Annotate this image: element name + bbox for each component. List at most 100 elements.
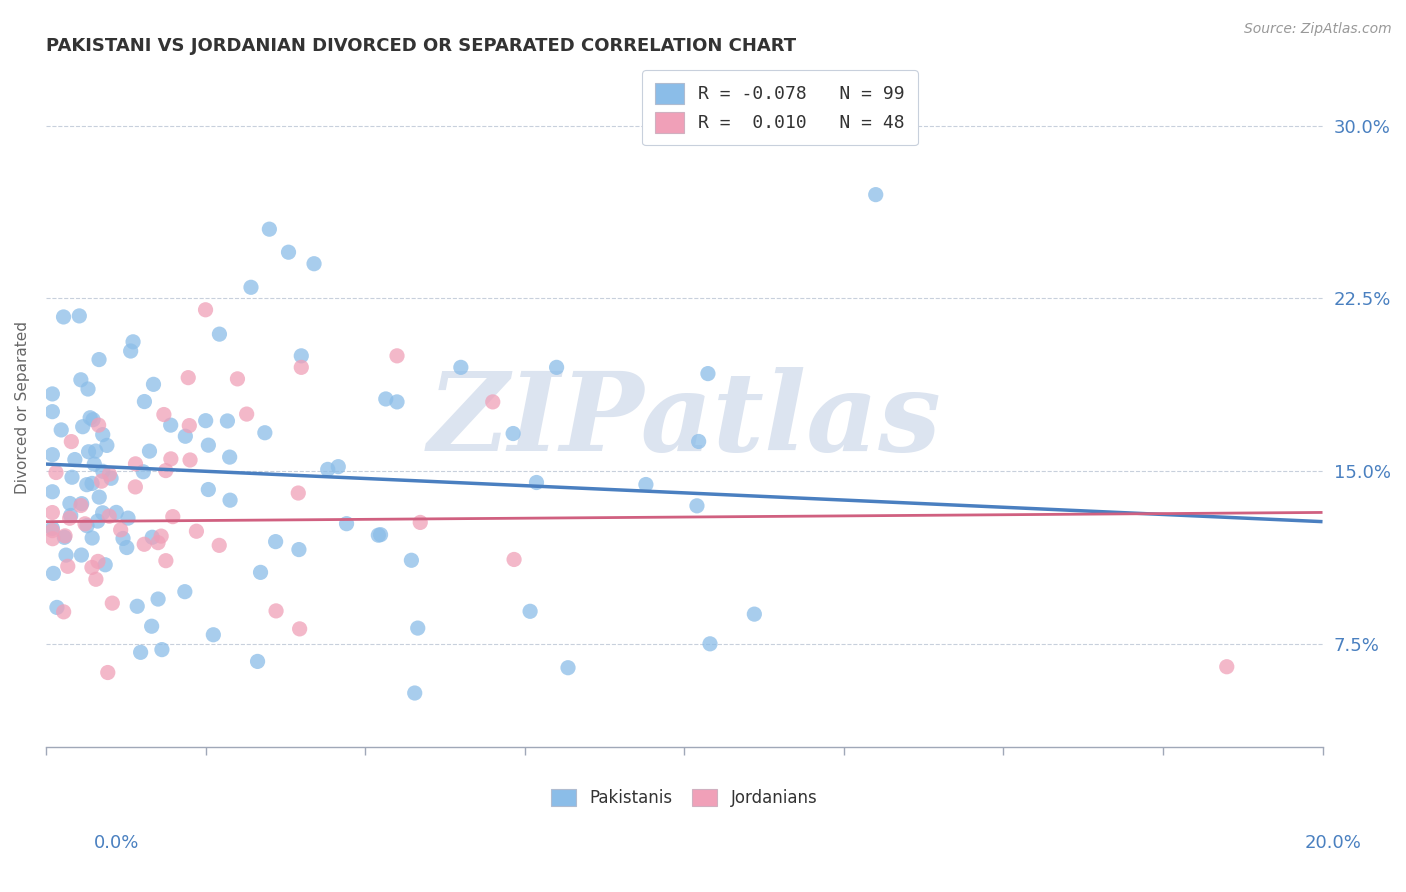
Point — [208, 327, 231, 342]
Point — [259, 222, 281, 236]
Point — [98, 467, 121, 482]
Point — [77, 444, 100, 458]
Legend: Pakistanis, Jordanians: Pakistanis, Jordanians — [544, 782, 824, 814]
Point — [76, 518, 98, 533]
Point — [41, 506, 63, 520]
Point — [173, 584, 195, 599]
Point — [302, 257, 325, 271]
Point — [80, 476, 103, 491]
Point — [146, 535, 169, 549]
Point — [87, 352, 110, 367]
Point — [70, 499, 93, 513]
Point — [450, 360, 472, 375]
Point — [249, 566, 271, 580]
Point — [699, 637, 721, 651]
Point — [519, 604, 541, 618]
Point — [409, 516, 432, 530]
Point — [688, 434, 710, 449]
Point — [51, 423, 73, 437]
Point — [110, 523, 132, 537]
Point — [52, 605, 75, 619]
Point — [316, 462, 339, 476]
Point — [197, 483, 219, 497]
Text: ZIPatlas: ZIPatlas — [427, 368, 941, 475]
Point — [91, 464, 114, 478]
Point — [70, 548, 93, 562]
Point — [264, 534, 287, 549]
Point — [404, 686, 426, 700]
Point — [70, 497, 93, 511]
Text: PAKISTANI VS JORDANIAN DIVORCED OR SEPARATED CORRELATION CHART: PAKISTANI VS JORDANIAN DIVORCED OR SEPAR… — [46, 37, 796, 55]
Point — [94, 558, 117, 572]
Point — [197, 438, 219, 452]
Point — [217, 414, 239, 428]
Point — [42, 566, 65, 581]
Point — [367, 528, 389, 542]
Point — [84, 444, 107, 458]
Point — [226, 372, 249, 386]
Point — [127, 599, 149, 614]
Point — [45, 600, 67, 615]
Point — [526, 475, 548, 490]
Point — [87, 418, 110, 433]
Point — [246, 655, 269, 669]
Point — [59, 511, 82, 525]
Text: 0.0%: 0.0% — [94, 834, 139, 852]
Point — [174, 429, 197, 443]
Point — [56, 559, 79, 574]
Point — [117, 511, 139, 525]
Point — [53, 529, 76, 543]
Point — [60, 470, 83, 484]
Point — [141, 530, 163, 544]
Point — [179, 418, 201, 433]
Point — [134, 394, 156, 409]
Point — [59, 508, 82, 523]
Point — [697, 367, 720, 381]
Point — [55, 548, 77, 562]
Point — [1216, 659, 1239, 673]
Point — [374, 392, 396, 406]
Point — [59, 496, 82, 510]
Point — [235, 407, 257, 421]
Point — [53, 530, 76, 544]
Point — [120, 344, 142, 359]
Point — [82, 413, 104, 427]
Point — [82, 531, 104, 545]
Point — [159, 418, 181, 433]
Point — [63, 452, 86, 467]
Point — [91, 506, 114, 520]
Point — [105, 505, 128, 519]
Point — [162, 509, 184, 524]
Point — [481, 395, 503, 409]
Point — [101, 596, 124, 610]
Point — [194, 414, 217, 428]
Point — [60, 434, 83, 449]
Point — [686, 499, 709, 513]
Point — [129, 645, 152, 659]
Point — [122, 334, 145, 349]
Point — [79, 410, 101, 425]
Point — [290, 360, 312, 375]
Point — [142, 377, 165, 392]
Point — [153, 408, 176, 422]
Point — [865, 187, 887, 202]
Point — [96, 438, 118, 452]
Point — [744, 607, 766, 621]
Point — [86, 514, 108, 528]
Point — [194, 302, 217, 317]
Point — [132, 465, 155, 479]
Point — [155, 464, 177, 478]
Point — [146, 592, 169, 607]
Point — [208, 538, 231, 552]
Point — [634, 477, 657, 491]
Point — [370, 527, 392, 541]
Point — [406, 621, 429, 635]
Point — [141, 619, 163, 633]
Point — [150, 642, 173, 657]
Point — [70, 373, 93, 387]
Point — [115, 541, 138, 555]
Point — [288, 622, 311, 636]
Point — [84, 572, 107, 586]
Point — [150, 529, 173, 543]
Point — [502, 426, 524, 441]
